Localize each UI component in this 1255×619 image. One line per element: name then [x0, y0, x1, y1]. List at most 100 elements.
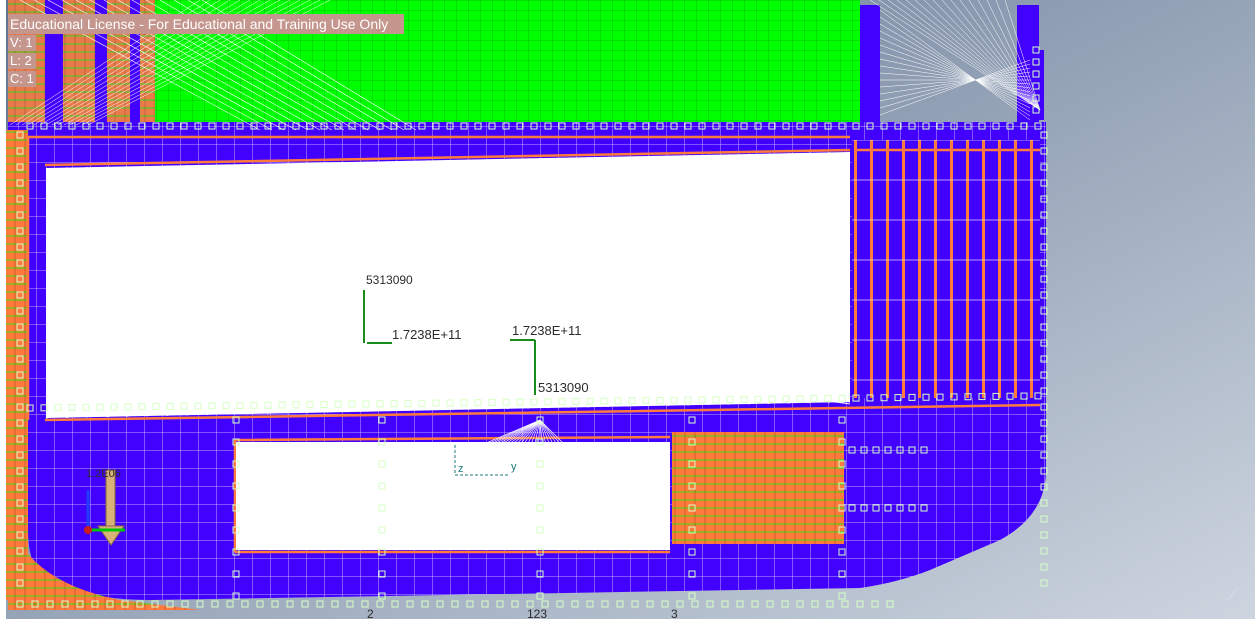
node-marker	[151, 600, 159, 608]
node-marker	[196, 600, 204, 608]
node-marker	[320, 400, 328, 408]
node-marker	[992, 122, 1000, 130]
node-marker	[40, 122, 48, 130]
node-marker	[688, 504, 696, 512]
node-marker	[536, 438, 544, 446]
bottom-left-orange-area	[8, 510, 200, 610]
rigid-spoke	[534, 339, 851, 405]
node-marker	[838, 504, 846, 512]
node-marker	[390, 400, 398, 408]
rigid-spoke	[363, 342, 589, 408]
rigid-spoke	[363, 154, 690, 344]
node-marker	[1040, 147, 1048, 155]
node-marker	[481, 600, 489, 608]
node-marker	[316, 600, 324, 608]
node-marker	[292, 122, 300, 130]
rigid-spoke	[407, 339, 536, 412]
rigid-spoke	[266, 163, 365, 344]
node-marker	[16, 211, 24, 219]
rigid-spoke	[86, 166, 365, 344]
node-marker	[751, 600, 759, 608]
node-number-left: 2	[367, 607, 374, 619]
rigid-spoke	[66, 342, 365, 418]
node-marker	[378, 504, 386, 512]
rigid-spoke	[534, 153, 770, 341]
node-marker	[688, 460, 696, 468]
node-marker	[684, 396, 692, 404]
node-marker	[558, 398, 566, 406]
node-marker	[950, 122, 958, 130]
node-marker	[278, 401, 286, 409]
rigid-spoke	[879, 65, 1031, 89]
node-marker	[860, 446, 868, 454]
node-marker	[16, 483, 24, 491]
node-marker	[152, 402, 160, 410]
node-marker	[31, 600, 39, 608]
rigid-spoke	[534, 152, 790, 341]
node-marker	[884, 446, 892, 454]
rigid-spoke	[363, 278, 851, 344]
rigid-spoke	[106, 166, 536, 341]
rigid-spoke	[45, 342, 365, 398]
rigid-spoke	[347, 161, 536, 341]
node-marker	[920, 504, 928, 512]
node-marker	[16, 275, 24, 283]
node-marker	[1040, 419, 1048, 427]
node-marker	[250, 122, 258, 130]
node-marker	[378, 592, 386, 600]
node-marker	[766, 600, 774, 608]
rigid-spoke	[447, 339, 536, 411]
node-marker	[908, 504, 916, 512]
node-marker	[586, 397, 594, 405]
rigid-spoke	[427, 339, 536, 411]
node-marker	[616, 600, 624, 608]
rigid-spoke	[106, 166, 365, 344]
node-marker	[232, 482, 240, 490]
node-marker	[544, 398, 552, 406]
node-marker	[1032, 94, 1040, 102]
rigid-spoke	[363, 155, 650, 344]
node-marker	[194, 122, 202, 130]
rigid-spoke	[879, 75, 1031, 88]
rigid-spoke	[507, 158, 536, 341]
rigid-spoke	[534, 339, 549, 409]
rigid-spoke	[314, 419, 541, 551]
rigid-spoke	[45, 339, 536, 419]
node-marker	[628, 397, 636, 405]
node-marker	[16, 419, 24, 427]
rigid-spoke	[363, 155, 670, 344]
rigid-spoke	[534, 152, 831, 341]
rigid-spoke	[914, 0, 1041, 111]
rigid-spoke	[534, 339, 690, 406]
rigid-spoke	[363, 342, 770, 404]
rigid-spoke	[879, 23, 1031, 113]
node-marker	[16, 131, 24, 139]
node-marker	[208, 122, 216, 130]
node-marker	[676, 600, 684, 608]
node-marker	[1020, 392, 1028, 400]
node-marker	[16, 600, 24, 608]
rigid-spoke	[363, 153, 770, 344]
node-marker	[688, 548, 696, 556]
node-marker	[838, 394, 846, 402]
node-marker	[390, 122, 398, 130]
node-marker	[1040, 307, 1048, 315]
rigid-spoke	[65, 167, 365, 344]
rigid-spoke	[363, 342, 650, 407]
rigid-spoke	[452, 419, 541, 551]
node-marker	[16, 531, 24, 539]
node-marker	[754, 395, 762, 403]
node-marker	[688, 438, 696, 446]
node-marker	[698, 396, 706, 404]
node-marker	[866, 394, 874, 402]
rigid-spoke	[363, 342, 409, 411]
node-marker	[601, 600, 609, 608]
rigid-spoke	[995, 0, 1041, 111]
node-marker	[572, 122, 580, 130]
rigid-spoke	[363, 342, 790, 404]
rigid-spoke	[923, 0, 1041, 111]
node-marker	[166, 122, 174, 130]
rigid-spoke	[363, 257, 851, 344]
